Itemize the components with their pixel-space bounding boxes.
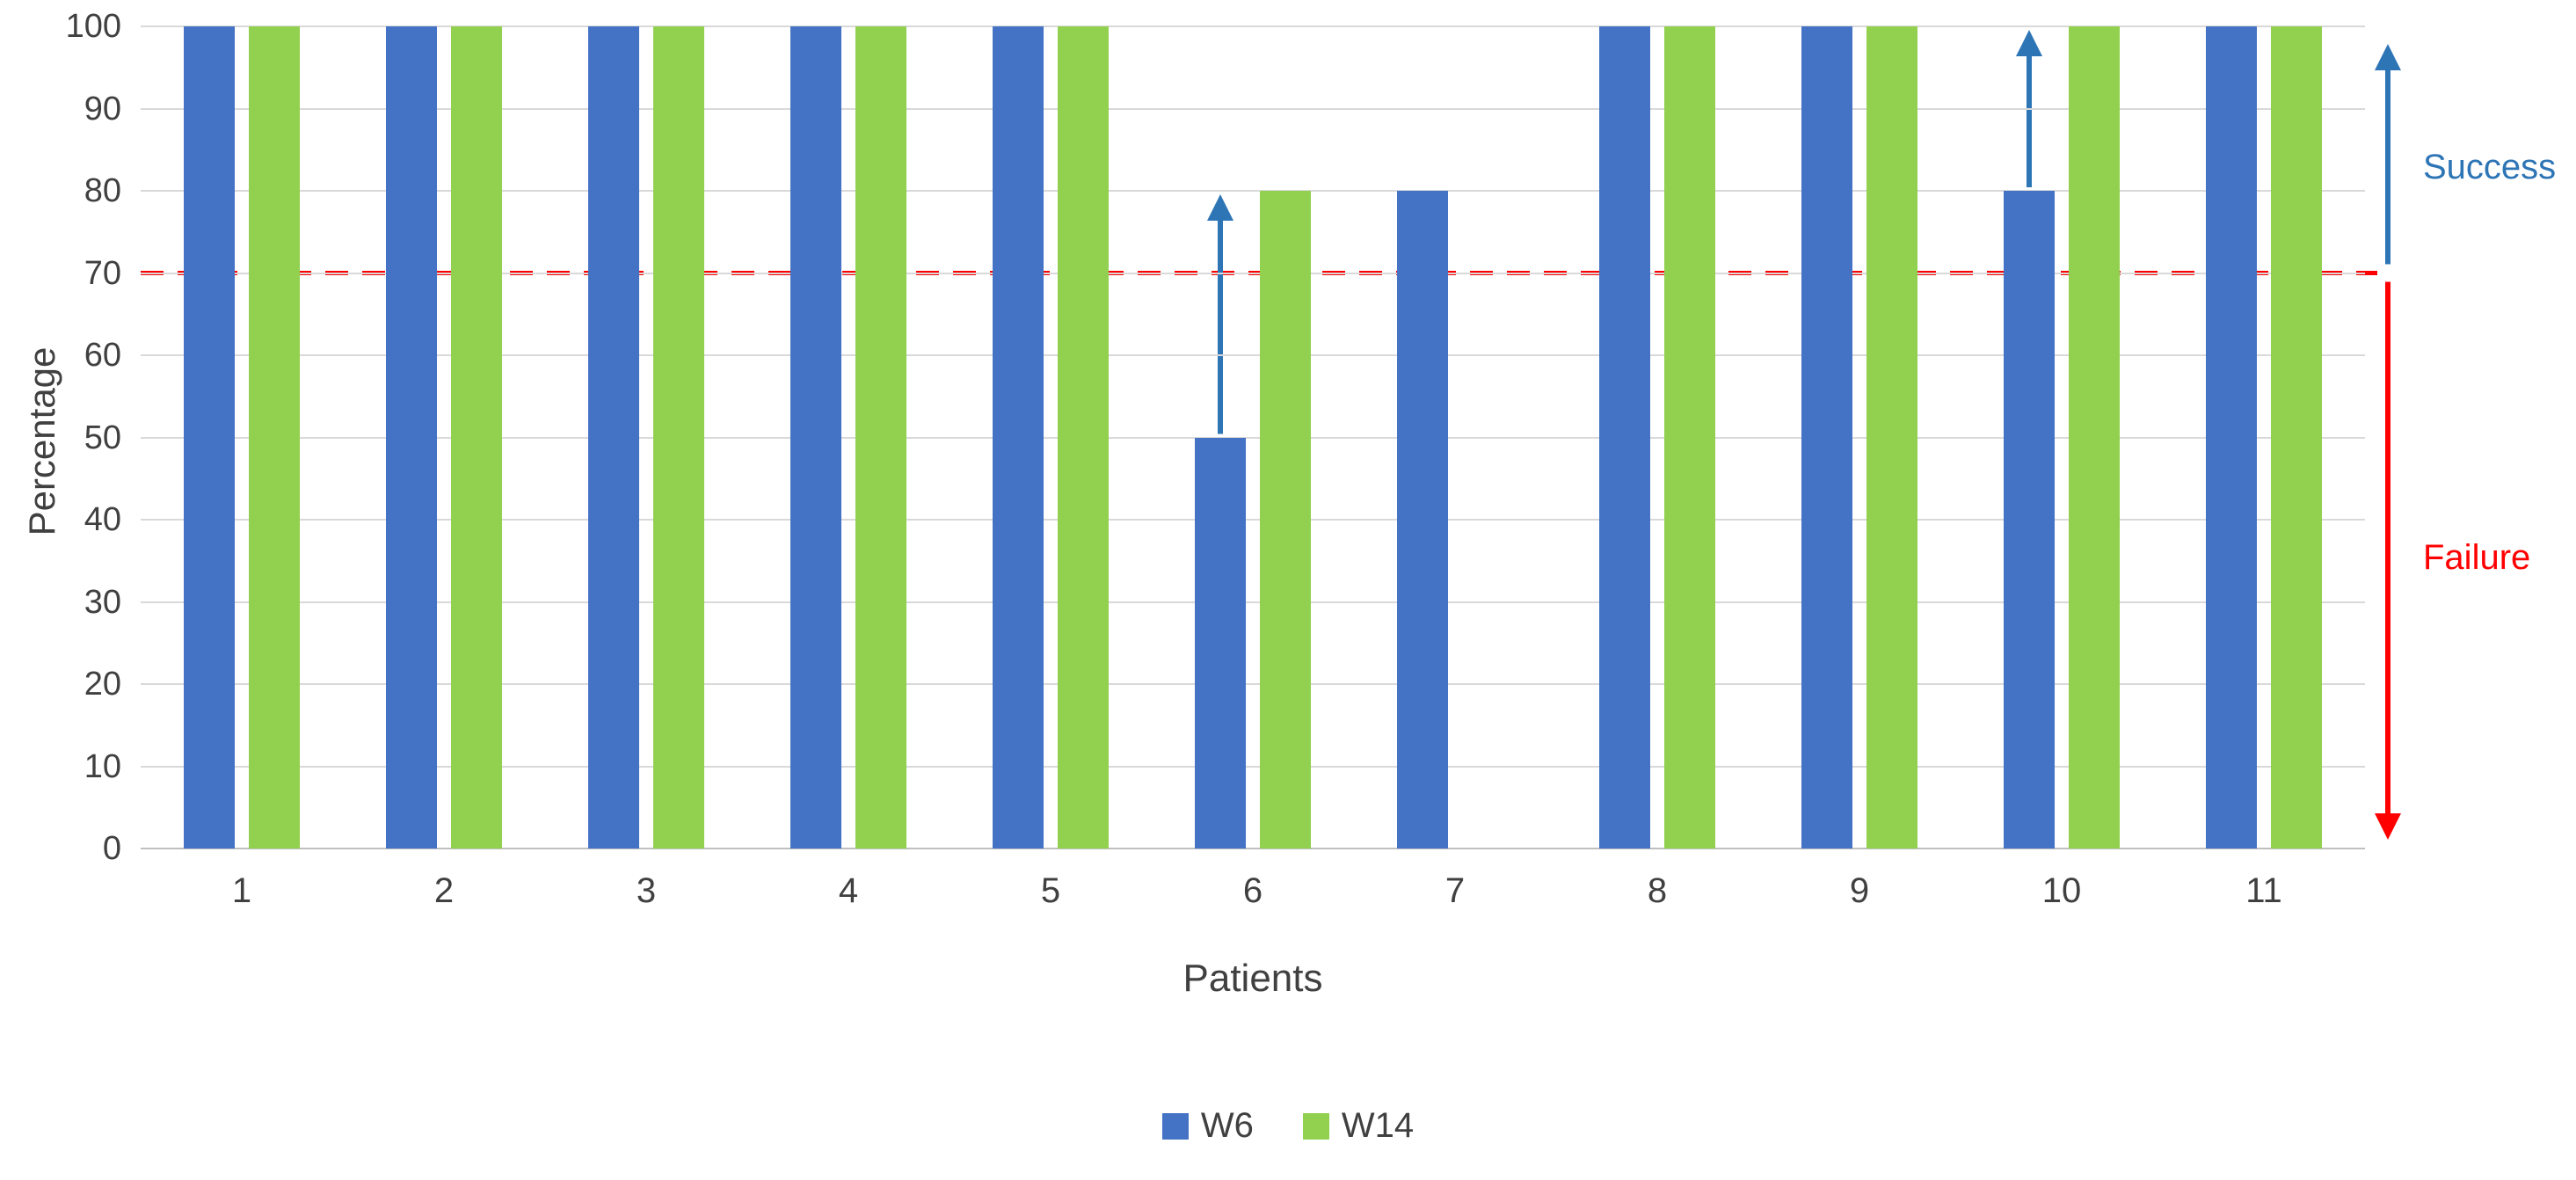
legend-label-w6: W6 bbox=[1200, 1106, 1254, 1145]
bar-w6-patient-2 bbox=[386, 26, 437, 849]
x-tick-label: 2 bbox=[433, 871, 455, 910]
bar-w14-patient-1 bbox=[249, 26, 300, 849]
x-tick-label: 9 bbox=[1849, 871, 1870, 910]
y-tick-label: 50 bbox=[84, 419, 121, 456]
bar-w14-patient-5 bbox=[1058, 26, 1109, 849]
bar-w14-patient-2 bbox=[451, 26, 502, 849]
bar-w6-patient-6 bbox=[1195, 437, 1246, 849]
bar-w6-patient-4 bbox=[790, 26, 841, 849]
success-annotation-label: Success bbox=[2423, 148, 2557, 186]
x-tick-label: 5 bbox=[1040, 871, 1061, 910]
gridline-10 bbox=[141, 765, 2365, 768]
y-tick-label: 40 bbox=[84, 501, 121, 538]
bar-w6-patient-9 bbox=[1801, 26, 1852, 849]
bar-w14-patient-8 bbox=[1664, 26, 1715, 849]
y-tick-label: 10 bbox=[84, 747, 121, 785]
x-tick-label: 4 bbox=[838, 871, 859, 910]
bar-w14-patient-4 bbox=[855, 26, 906, 849]
legend-item-w6: W6 bbox=[1161, 1106, 1254, 1146]
x-tick-label: 1 bbox=[231, 871, 252, 910]
gridline-0 bbox=[141, 848, 2365, 849]
x-tick-label: 3 bbox=[636, 871, 657, 910]
legend-swatch-w6 bbox=[1161, 1112, 1189, 1140]
y-tick-label: 100 bbox=[65, 8, 121, 45]
gridline-40 bbox=[141, 519, 2365, 521]
gridline-30 bbox=[141, 601, 2365, 603]
y-tick-label: 60 bbox=[84, 337, 121, 374]
chart-legend: W6 W14 bbox=[0, 1106, 2576, 1146]
x-tick-label: 8 bbox=[1647, 871, 1668, 910]
bar-w14-patient-6 bbox=[1260, 191, 1311, 849]
x-tick-label: 7 bbox=[1444, 871, 1466, 910]
failure-annotation-label: Failure bbox=[2423, 538, 2531, 577]
x-axis-title: Patients bbox=[1182, 957, 1323, 1000]
bar-w6-patient-11 bbox=[2206, 26, 2257, 849]
legend-item-w14: W14 bbox=[1302, 1106, 1415, 1146]
gridline-80 bbox=[141, 190, 2365, 192]
y-tick-label: 0 bbox=[102, 830, 121, 867]
x-tick-label: 11 bbox=[2245, 871, 2282, 910]
y-tick-label: 90 bbox=[84, 90, 121, 127]
gridline-60 bbox=[141, 354, 2365, 356]
legend-swatch-w14 bbox=[1302, 1112, 1329, 1140]
y-tick-label: 20 bbox=[84, 666, 121, 703]
bar-w14-patient-11 bbox=[2271, 26, 2322, 849]
bar-w14-patient-3 bbox=[653, 26, 704, 849]
legend-label-w14: W14 bbox=[1341, 1106, 1415, 1145]
gridline-70 bbox=[141, 272, 2365, 274]
bar-w6-patient-8 bbox=[1599, 26, 1650, 849]
bar-w6-patient-3 bbox=[588, 26, 639, 849]
y-tick-label: 70 bbox=[84, 254, 121, 292]
bar-w14-patient-10 bbox=[2069, 26, 2120, 849]
y-tick-label: 30 bbox=[84, 583, 121, 621]
y-tick-label: 80 bbox=[84, 172, 121, 209]
bar-w6-patient-7 bbox=[1397, 191, 1448, 849]
gridline-20 bbox=[141, 683, 2365, 685]
x-tick-label: 10 bbox=[2041, 871, 2082, 910]
x-tick-label: 6 bbox=[1242, 871, 1263, 910]
bar-w6-patient-5 bbox=[993, 26, 1044, 849]
bar-w6-patient-10 bbox=[2004, 191, 2055, 849]
gridline-90 bbox=[141, 107, 2365, 110]
gridline-50 bbox=[141, 436, 2365, 439]
gridline-100 bbox=[141, 25, 2365, 27]
bar-w6-patient-1 bbox=[184, 26, 235, 849]
bar-w14-patient-9 bbox=[1867, 26, 1917, 849]
